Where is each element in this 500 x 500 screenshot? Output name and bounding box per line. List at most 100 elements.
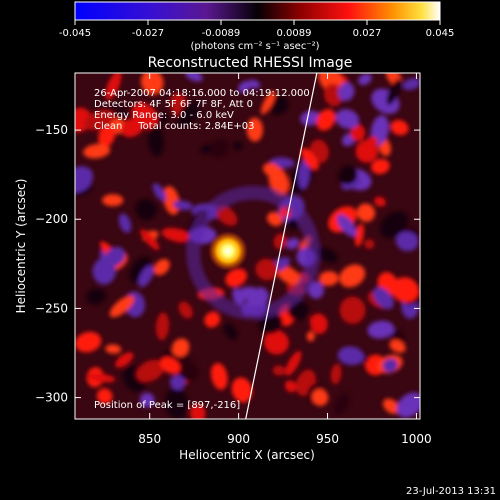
x-tick-label: 950 <box>316 432 339 446</box>
texture-blob <box>204 311 221 328</box>
y-tick-label: −250 <box>35 301 68 315</box>
texture-blob <box>386 78 402 106</box>
texture-blob <box>358 73 372 86</box>
y-tick-label: −300 <box>35 391 68 405</box>
peak-halo <box>186 185 321 320</box>
info-annotations: 26-Apr-2007 04:18:16.000 to 04:19:12.000… <box>94 88 310 411</box>
texture-blob <box>209 139 230 158</box>
texture-blob <box>75 331 102 353</box>
colorbar-tick-label: 0.027 <box>353 28 382 39</box>
texture-blob <box>171 338 190 357</box>
texture-blob <box>178 301 193 319</box>
colorbar-tick-label: 0.045 <box>426 28 455 39</box>
texture-blob <box>311 388 329 406</box>
texture-blob <box>215 205 238 226</box>
texture-blob <box>225 268 248 288</box>
texture-blob <box>310 313 328 335</box>
texture-blob <box>200 144 212 154</box>
texture-blob <box>109 295 135 318</box>
colorbar-tick-label: -0.027 <box>132 28 164 39</box>
texture-blob <box>152 183 167 202</box>
texture-blob <box>155 113 168 125</box>
texture-blob <box>306 331 315 342</box>
y-tick-label: −150 <box>35 123 68 137</box>
texture-blob <box>98 124 116 148</box>
texture-blob <box>316 108 336 131</box>
texture-blob <box>338 165 358 185</box>
texture-blob <box>263 330 289 355</box>
texture-blob <box>276 265 301 285</box>
texture-blob <box>390 119 409 136</box>
texture-blob <box>83 143 111 159</box>
x-tick-label: 900 <box>227 432 250 446</box>
texture-blob <box>255 258 279 281</box>
colorbar-tick-label: 0.0089 <box>277 28 312 39</box>
texture-blob <box>190 404 206 419</box>
texture-blob <box>371 158 390 175</box>
texture-blob <box>118 213 132 233</box>
texture-blob <box>319 271 339 286</box>
texture-blob <box>298 158 310 190</box>
texture-blob <box>380 211 409 239</box>
texture-blob <box>135 199 157 220</box>
texture-blob <box>363 136 378 150</box>
texture-blob <box>136 359 165 383</box>
texture-blob <box>285 350 302 376</box>
texture-blob <box>211 363 228 390</box>
texture-blob <box>223 323 238 340</box>
texture-blob <box>389 339 406 353</box>
texture-blob <box>169 375 186 390</box>
annotation-total-counts: Clean Total counts: 2.84E+03 <box>94 121 254 132</box>
texture-blob <box>160 357 181 374</box>
texture-blob <box>173 200 193 211</box>
x-tick-label: 850 <box>138 432 161 446</box>
annotation-time-range: 26-Apr-2007 04:18:16.000 to 04:19:12.000 <box>94 88 310 99</box>
texture-blob <box>105 73 122 101</box>
colorbar-gradient <box>74 1 441 21</box>
texture-blob <box>86 373 116 383</box>
texture-blob <box>246 117 263 142</box>
texture-blob <box>335 109 360 129</box>
texture-blob <box>373 287 394 310</box>
texture-blob <box>139 392 155 408</box>
texture-blob <box>350 124 366 142</box>
texture-blob <box>337 346 364 366</box>
texture-blob <box>232 288 245 306</box>
texture-blob <box>395 231 419 252</box>
texture-blob <box>266 211 283 227</box>
annotation-detectors: Detectors: 4F 5F 6F 7F 8F, Att 0 <box>94 99 253 110</box>
texture-blob <box>263 162 281 177</box>
texture-blob <box>402 78 420 91</box>
y-tick-label: −200 <box>35 212 68 226</box>
texture-blob <box>284 380 297 393</box>
texture-blob <box>75 166 94 193</box>
solar-limb-line <box>245 73 318 419</box>
y-axis-label: Heliocentric Y (arcsec) <box>14 179 28 314</box>
texture-blob <box>140 73 164 95</box>
texture-blob <box>374 196 386 207</box>
texture-blob <box>382 358 398 373</box>
texture-blob <box>84 109 115 131</box>
texture-blob <box>273 233 288 250</box>
texture-blob <box>115 352 134 368</box>
texture-blob <box>153 259 170 276</box>
annotation-energy-range: Energy Range: 3.0 - 6.0 keV <box>94 110 234 121</box>
texture-blob <box>120 117 144 138</box>
texture-blob <box>354 223 364 247</box>
texture-blob <box>161 227 190 242</box>
texture-blob <box>233 141 243 150</box>
texture-blob <box>308 281 324 299</box>
annotation-peak-position: Position of Peak = [897,-216] <box>94 400 240 411</box>
texture-blob <box>185 73 203 82</box>
texture-blob <box>338 82 355 102</box>
texture-blob <box>165 387 188 419</box>
texture-blob <box>364 239 375 250</box>
texture-blob <box>300 147 319 171</box>
texture-blob <box>396 392 420 418</box>
texture-blob <box>382 398 400 414</box>
colorbar: -0.045 -0.027 -0.0089 0.0089 0.027 0.045 (pho… <box>59 1 455 52</box>
x-axis-label: Heliocentric X (arcsec) <box>179 448 315 462</box>
plot-frame <box>74 72 421 420</box>
texture-blob <box>96 388 113 405</box>
